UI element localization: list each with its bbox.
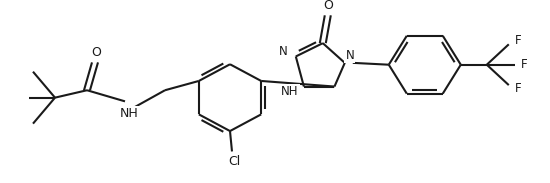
Text: N: N bbox=[278, 45, 287, 58]
Text: N: N bbox=[345, 49, 354, 62]
Text: F: F bbox=[514, 82, 521, 95]
Text: O: O bbox=[323, 0, 333, 12]
Text: O: O bbox=[91, 46, 101, 59]
Text: F: F bbox=[514, 34, 521, 47]
Text: NH: NH bbox=[120, 107, 139, 120]
Text: NH: NH bbox=[281, 85, 299, 98]
Text: F: F bbox=[520, 58, 527, 71]
Text: Cl: Cl bbox=[228, 155, 240, 168]
